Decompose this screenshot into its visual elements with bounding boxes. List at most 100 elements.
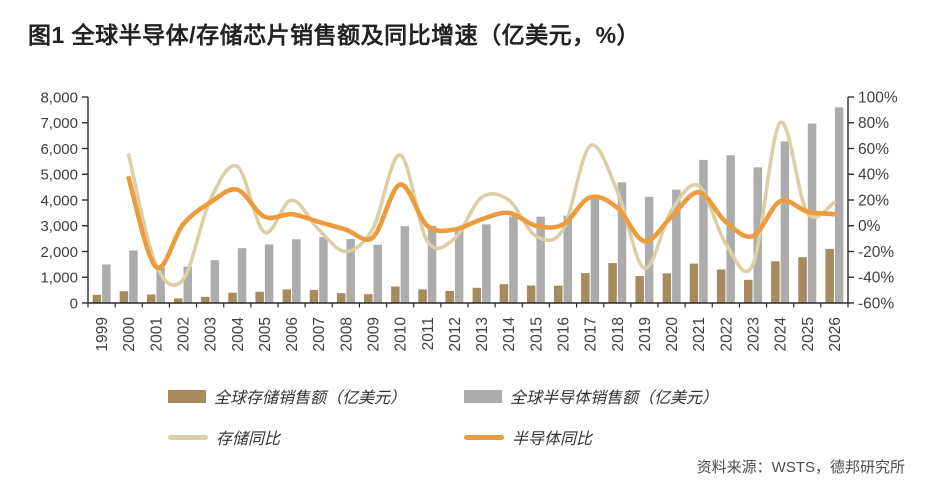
memory-bar	[608, 263, 617, 303]
chart-legend: 全球存储销售额（亿美元） 全球半导体销售额（亿美元） 存储同比 半导体同比	[168, 384, 808, 449]
left-axis-tick-label: 5,000	[40, 167, 78, 184]
semiconductor-bar	[726, 155, 735, 303]
legend-label: 存储同比	[216, 429, 281, 448]
semiconductor-yoy-line	[126, 175, 837, 271]
x-axis-year-label: 2002	[176, 317, 193, 351]
right-axis-tick-label: 60%	[858, 141, 889, 158]
semiconductor-bar	[237, 248, 247, 303]
x-axis-ticks	[87, 303, 849, 308]
x-axis-year-label: 2006	[284, 317, 301, 351]
memory-bar	[364, 294, 373, 303]
left-axis-tick-label: 4,000	[40, 192, 78, 209]
semiconductor-bar	[834, 107, 844, 303]
x-axis-year-label: 2020	[664, 317, 681, 352]
memory-bar	[255, 291, 264, 303]
x-axis-year-label: 2018	[610, 317, 627, 351]
legend-label: 全球半导体销售额（亿美元）	[510, 388, 719, 407]
semiconductor-bar	[427, 225, 437, 303]
memory-bar	[282, 289, 292, 303]
semi-bar-swatch-icon	[464, 389, 502, 403]
x-axis-year-label: 2011	[420, 317, 437, 350]
memory-bar	[391, 286, 400, 303]
x-axis-year-label: 2019	[637, 317, 654, 351]
memory-bar	[798, 257, 807, 303]
semi-line-swatch-icon	[464, 434, 504, 440]
figure-title: 图1 全球半导体/存储芯片销售额及同比增速（亿美元，%）	[28, 22, 641, 48]
semiconductor-bar	[346, 239, 355, 303]
semiconductor-bar	[509, 216, 518, 303]
semiconductor-bar	[590, 196, 600, 303]
left-axis-tick-label: 6,000	[40, 141, 78, 158]
memory-bar	[309, 289, 319, 303]
right-axis-tick-label: -40%	[858, 270, 894, 287]
right-axis-tick-label: 40%	[858, 167, 889, 184]
memory-bar	[336, 293, 346, 303]
left-axis-tick-label: 1,000	[40, 270, 78, 287]
left-axis-tick-label: 0	[70, 295, 78, 312]
memory-bar	[201, 296, 210, 303]
x-axis-year-label: 2008	[338, 317, 355, 351]
semiconductor-bar	[156, 267, 165, 303]
x-axis-year-label: 2025	[800, 317, 817, 351]
bars-semiconductor-sales	[102, 107, 844, 303]
x-axis-year-label: 2001	[148, 317, 165, 351]
memory-bar	[635, 276, 644, 303]
legend-item-memory-sales: 全球存储销售额（亿美元）	[168, 384, 464, 408]
memory-bar	[499, 284, 509, 303]
x-axis-year-label: 2016	[556, 317, 573, 351]
memory-bar	[445, 290, 454, 303]
memory-bar	[662, 273, 672, 303]
right-axis-tick-label: -60%	[858, 295, 894, 312]
semiconductor-bar	[319, 237, 328, 303]
x-axis-year-label: 2009	[366, 317, 383, 351]
x-axis-year-label: 2021	[691, 317, 708, 351]
memory-bar	[418, 289, 427, 303]
semiconductor-bar	[617, 182, 627, 303]
memory-bar	[554, 285, 563, 303]
memory-bar	[581, 273, 590, 303]
memory-bar	[228, 292, 237, 303]
legend-item-semi-yoy: 半导体同比	[464, 425, 808, 449]
memory-bar	[119, 291, 129, 303]
x-axis-year-label: 2005	[257, 317, 274, 351]
memory-bar	[146, 294, 156, 303]
x-axis-year-label: 1999	[94, 317, 111, 351]
right-axis-tick-label: 80%	[858, 115, 889, 132]
left-axis-tick-label: 2,000	[40, 244, 78, 261]
memory-bar-swatch-icon	[168, 389, 206, 403]
left-axis-tick-label: 7,000	[40, 115, 78, 132]
left-axis-tick-label: 3,000	[40, 218, 78, 235]
memory-bar	[472, 287, 482, 303]
right-axis-tick-label: 0%	[858, 218, 881, 235]
memory-bar	[825, 248, 834, 303]
bars-memory-sales	[92, 248, 834, 303]
x-axis-year-label: 2000	[121, 317, 138, 352]
x-axis-year-label: 2013	[474, 317, 491, 351]
semiconductor-bar	[780, 141, 790, 303]
legend-label: 半导体同比	[512, 429, 593, 448]
x-axis-year-label: 2024	[773, 317, 790, 352]
legend-item-memory-yoy: 存储同比	[168, 425, 464, 449]
left-axis-tick-label: 8,000	[40, 89, 78, 106]
semiconductor-bar	[536, 216, 545, 303]
semiconductor-bar	[373, 244, 382, 303]
memory-bar	[771, 261, 780, 303]
right-axis-ticks-labels: -60% -40% -20% 0% 20% 40% 60% 80% 100%	[848, 89, 898, 312]
combo-chart: 0 1,000 2,000 3,000 4,000 5,000 6,000 7,000 8,00…	[40, 89, 898, 352]
memory-bar	[526, 285, 536, 303]
x-axis-year-label: 2023	[746, 317, 763, 351]
memory-yoy-line	[126, 120, 837, 287]
x-axis-year-label: 2026	[827, 317, 844, 351]
semiconductor-bar	[672, 189, 681, 303]
x-axis-year-label: 2004	[230, 317, 247, 352]
x-axis-year-label: 2007	[311, 317, 328, 351]
memory-line-swatch-icon	[168, 434, 208, 440]
x-axis-year-label: 2015	[528, 317, 545, 351]
left-axis-ticks-labels: 0 1,000 2,000 3,000 4,000 5,000 6,000 7,000 8,00…	[40, 89, 88, 312]
right-axis-tick-label: 20%	[858, 192, 889, 209]
x-axis-year-label: 2012	[447, 317, 464, 351]
memory-bar	[689, 263, 699, 303]
right-axis-tick-label: -20%	[858, 244, 894, 261]
x-axis-year-label: 2022	[718, 317, 735, 351]
semiconductor-bar	[129, 250, 138, 303]
